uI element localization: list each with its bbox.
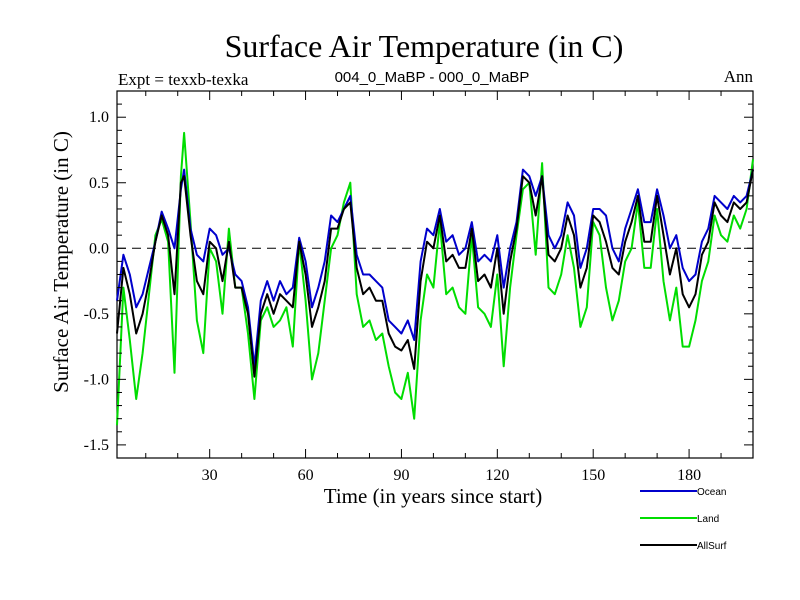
y-tick-label: 0.5 [89,175,109,192]
x-tick-label: 60 [298,467,314,484]
series-layer [116,131,754,426]
season-label: Ann [724,67,754,86]
x-tick-label: 180 [677,467,701,484]
x-tick-label: 150 [581,467,605,484]
x-tick-label: 120 [485,467,509,484]
legend-label-ocean: Ocean [697,487,726,498]
y-tick-labels: 1.0 0.5 0.0 -0.5 -1.0 -1.5 [84,109,109,454]
tick-layer [117,90,754,459]
series-line-ocean [116,168,754,368]
x-tick-labels: 30 60 90 120 150 180 [202,467,701,484]
y-axis-label: Surface Air Temperature (in C) [49,131,73,393]
x-tick-label: 90 [393,467,409,484]
x-tick-label: 30 [202,467,218,484]
experiment-label: Expt = texxb-texka [118,70,249,89]
legend: Ocean Land AllSurf [640,487,727,552]
y-tick-label: -1.0 [84,371,109,388]
y-tick-label: -0.5 [84,306,109,323]
y-tick-label: 0.0 [89,240,109,257]
series-line-allsurf [116,169,754,378]
y-tick-label: 1.0 [89,109,109,126]
chart-title: Surface Air Temperature (in C) [225,28,624,64]
y-tick-label: -1.5 [84,437,109,454]
legend-label-land: Land [697,514,719,525]
series-line-land [116,131,754,426]
legend-label-allsurf: AllSurf [697,541,727,552]
x-axis-label: Time (in years since start) [324,484,543,508]
period-label: 004_0_MaBP - 000_0_MaBP [335,69,530,86]
